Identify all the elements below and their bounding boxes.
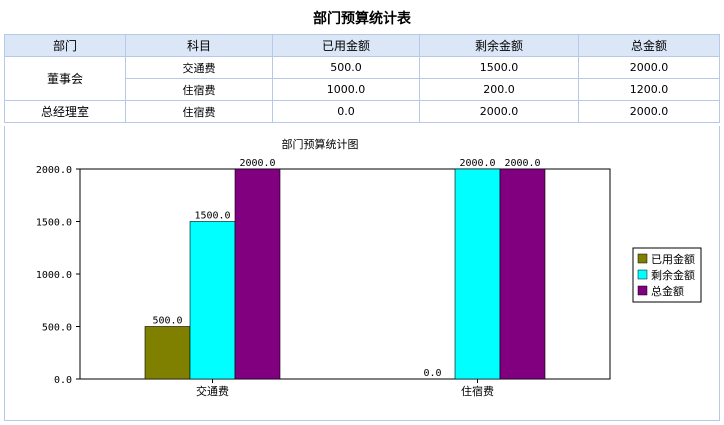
subject-cell: 交通费 xyxy=(125,56,273,79)
total-cell: 2000.0 xyxy=(578,100,720,123)
data-label: 0.0 xyxy=(423,368,441,379)
header-used: 已用金额 xyxy=(272,34,420,57)
bar xyxy=(499,168,546,380)
data-label: 2000.0 xyxy=(239,158,275,169)
remaining-cell: 200.0 xyxy=(419,78,579,101)
legend-swatch xyxy=(637,269,648,280)
bar xyxy=(144,326,191,380)
x-tick-label: 交通费 xyxy=(196,384,229,398)
page-title: 部门预算统计表 xyxy=(313,11,411,27)
budget-bar-chart: 部门预算统计图 0.0 500.0 1000.0 1500.0 2000.0 500.0 15… xyxy=(36,137,702,398)
legend-label: 已用金额 xyxy=(651,252,695,266)
chart-title: 部门预算统计图 xyxy=(282,137,359,151)
y-tick-label: 1500.0 xyxy=(36,218,72,229)
header-remaining: 剩余金额 xyxy=(419,34,579,57)
dept-cell: 总经理室 xyxy=(4,100,126,123)
remaining-cell: 1500.0 xyxy=(419,56,579,79)
bar xyxy=(189,221,236,380)
subject-cell: 住宿费 xyxy=(125,100,273,123)
legend-label: 剩余金额 xyxy=(651,268,695,282)
used-cell: 1000.0 xyxy=(272,78,420,101)
header-subject: 科目 xyxy=(125,34,273,57)
header-dept: 部门 xyxy=(4,34,126,57)
x-tick-label: 住宿费 xyxy=(461,384,494,398)
used-cell: 500.0 xyxy=(272,56,420,79)
total-cell: 2000.0 xyxy=(578,56,720,79)
y-tick-label: 1000.0 xyxy=(36,270,72,281)
legend-label: 总金额 xyxy=(651,284,684,298)
data-label: 500.0 xyxy=(152,316,182,327)
chart-panel: 部门预算统计图 0.0 500.0 1000.0 1500.0 2000.0 500.0 15… xyxy=(4,126,720,421)
legend-swatch xyxy=(637,285,648,296)
legend-swatch xyxy=(637,253,648,264)
remaining-cell: 2000.0 xyxy=(419,100,579,123)
subject-cell: 住宿费 xyxy=(125,78,273,101)
budget-table: 部门 科目 已用金额 剩余金额 总金额 董事会 交通费 500.0 1500.0… xyxy=(4,34,720,123)
used-cell: 0.0 xyxy=(272,100,420,123)
data-label: 1500.0 xyxy=(194,211,230,222)
bar xyxy=(234,168,281,380)
table-row: 董事会 交通费 500.0 1500.0 2000.0 xyxy=(4,56,720,101)
y-tick-label: 0.0 xyxy=(54,375,72,386)
data-label: 2000.0 xyxy=(459,158,495,169)
header-total: 总金额 xyxy=(578,34,720,57)
bar xyxy=(454,168,501,380)
y-tick-label: 2000.0 xyxy=(36,165,72,176)
y-tick-label: 500.0 xyxy=(42,323,72,334)
data-label: 2000.0 xyxy=(504,158,540,169)
table-row: 总经理室 住宿费 0.0 2000.0 2000.0 xyxy=(4,100,720,123)
table-header-row: 部门 科目 已用金额 剩余金额 总金额 xyxy=(4,34,720,57)
dept-cell: 董事会 xyxy=(4,56,126,101)
total-cell: 1200.0 xyxy=(578,78,720,101)
